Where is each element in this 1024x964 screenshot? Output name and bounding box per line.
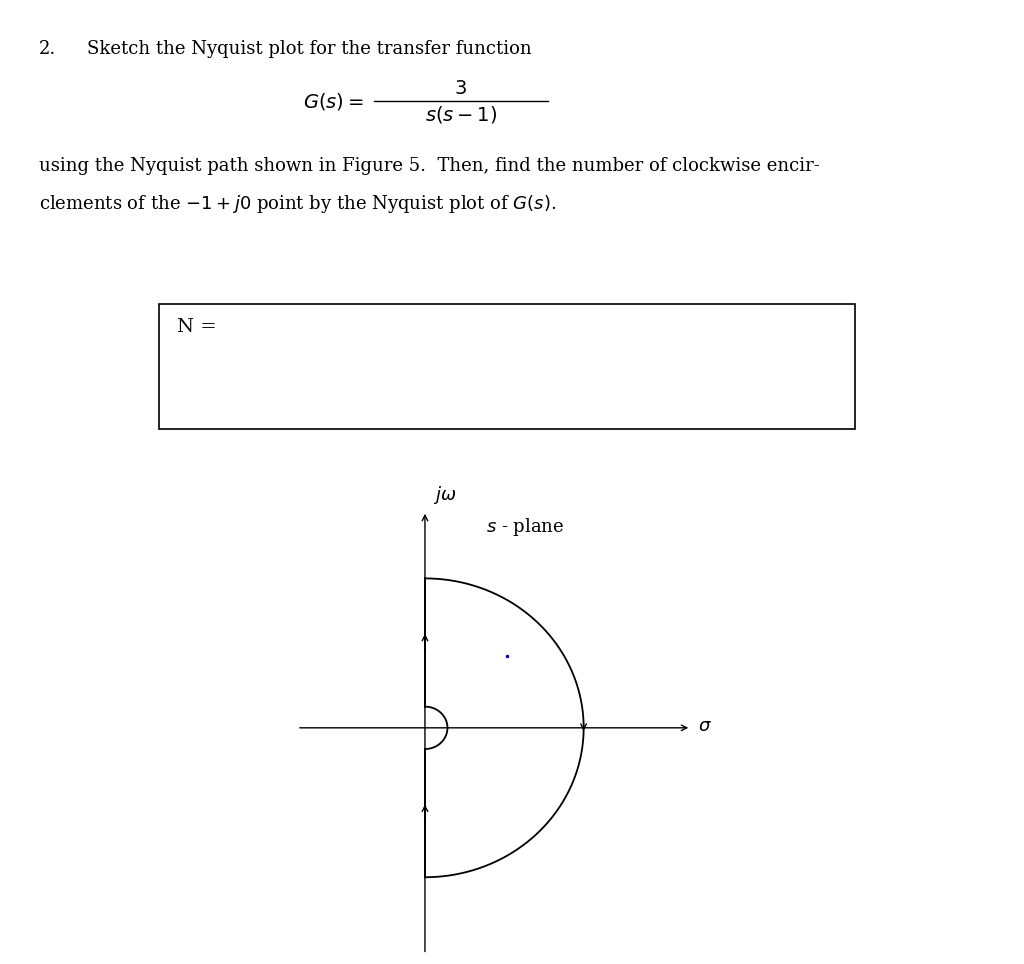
Text: 2.: 2. xyxy=(39,40,56,59)
Text: using the Nyquist path shown in Figure 5.  Then, find the number of clockwise en: using the Nyquist path shown in Figure 5… xyxy=(39,157,819,175)
Text: $3$: $3$ xyxy=(455,80,467,98)
Text: $\sigma$: $\sigma$ xyxy=(698,717,713,735)
Text: clements of the $-1 + j0$ point by the Nyquist plot of $G(s)$.: clements of the $-1 + j0$ point by the N… xyxy=(39,193,556,215)
Text: N =: N = xyxy=(177,318,217,336)
FancyBboxPatch shape xyxy=(159,304,855,429)
Text: $s(s-1)$: $s(s-1)$ xyxy=(425,104,497,125)
Text: $G(s) =$: $G(s) =$ xyxy=(303,91,364,112)
Text: $j\omega$: $j\omega$ xyxy=(433,484,457,506)
Text: $s$ - plane: $s$ - plane xyxy=(486,516,564,538)
Text: Sketch the Nyquist plot for the transfer function: Sketch the Nyquist plot for the transfer… xyxy=(87,40,531,59)
